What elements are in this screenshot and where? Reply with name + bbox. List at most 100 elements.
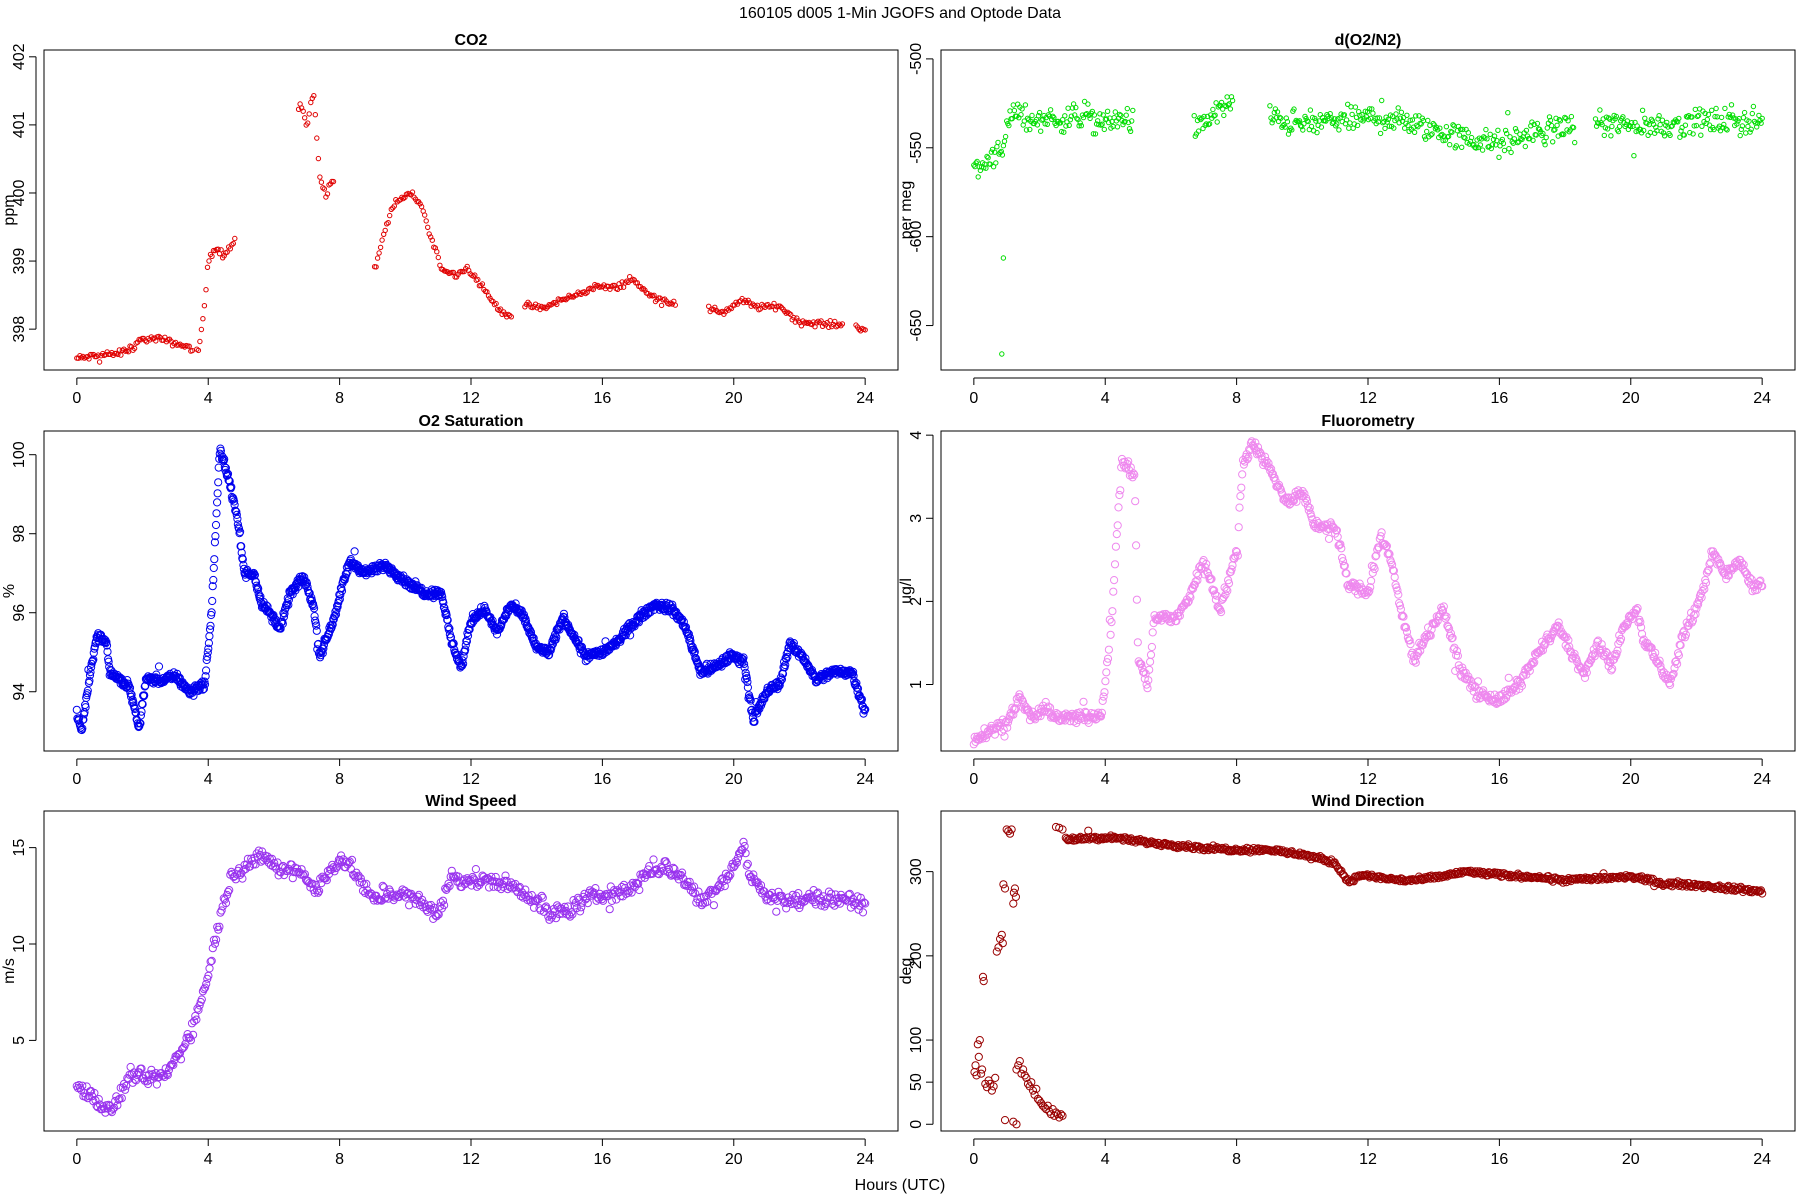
- data-point: [1693, 122, 1700, 129]
- data-point: [206, 621, 215, 630]
- data-point: [999, 152, 1006, 158]
- data-point: [1604, 126, 1611, 132]
- data-point: [269, 611, 278, 620]
- data-point: [1195, 128, 1202, 134]
- data-point: [318, 649, 327, 658]
- data-point: [1722, 105, 1728, 112]
- data-point: [315, 155, 322, 162]
- data-point: [1745, 123, 1751, 130]
- data-point: [839, 321, 846, 327]
- data-point: [1728, 102, 1735, 108]
- x-tick-label: 24: [856, 1151, 874, 1168]
- data-point: [1009, 899, 1018, 908]
- data-point: [1301, 121, 1307, 127]
- data-point: [206, 258, 212, 264]
- data-point: [1530, 137, 1536, 144]
- data-point: [204, 264, 211, 270]
- data-point: [1556, 116, 1563, 123]
- data-point: [102, 641, 112, 650]
- data-point: [979, 977, 988, 986]
- data-point: [1370, 110, 1376, 116]
- data-point: [263, 602, 272, 611]
- data-point: [1044, 121, 1051, 128]
- data-point: [1211, 113, 1217, 119]
- x-tick-label: 4: [1101, 1151, 1110, 1168]
- data-point: [1750, 103, 1757, 110]
- data-point: [131, 345, 138, 352]
- data-point: [1505, 110, 1511, 116]
- x-tick-label: 0: [72, 771, 81, 788]
- data-point: [1004, 118, 1010, 124]
- y-tick-label: 4: [908, 431, 925, 440]
- y-tick-label: -500: [908, 43, 925, 75]
- data-point: [1443, 124, 1450, 130]
- data-point: [998, 148, 1004, 155]
- data-point: [227, 492, 236, 502]
- data-series: [969, 437, 1767, 749]
- data-point: [1620, 114, 1626, 120]
- data-point: [321, 186, 328, 192]
- data-point: [1656, 113, 1662, 119]
- x-tick-label: 0: [969, 1151, 978, 1168]
- data-point: [997, 930, 1006, 939]
- data-point: [508, 314, 514, 320]
- data-point: [1544, 125, 1551, 131]
- figure-xlabel: Hours (UTC): [855, 1177, 946, 1194]
- data-point: [218, 247, 224, 253]
- data-point: [205, 632, 214, 641]
- data-point: [975, 174, 981, 180]
- data-series: [74, 93, 868, 365]
- data-point: [1343, 117, 1350, 123]
- data-point: [221, 253, 227, 259]
- data-point: [542, 304, 548, 310]
- data-point: [1637, 126, 1644, 133]
- y-tick-label: -550: [908, 132, 925, 164]
- y-axis-label: ppm: [1, 194, 18, 225]
- data-point: [426, 231, 432, 237]
- data-point: [990, 164, 997, 170]
- data-point: [1015, 1057, 1024, 1066]
- data-point: [798, 323, 805, 329]
- data-point: [640, 286, 647, 292]
- data-point: [1402, 125, 1408, 131]
- data-point: [1667, 132, 1673, 139]
- data-point: [994, 144, 1000, 150]
- data-point: [1704, 116, 1711, 123]
- data-point: [1496, 154, 1502, 161]
- data-point: [1006, 122, 1012, 129]
- data-point: [1413, 113, 1419, 119]
- y-tick-label: 100: [908, 1027, 925, 1054]
- data-point: [102, 637, 111, 647]
- data-point: [1695, 112, 1702, 119]
- data-point: [411, 577, 420, 586]
- data-point: [1678, 128, 1684, 134]
- data-point: [136, 711, 145, 720]
- data-point: [254, 584, 263, 593]
- data-point: [305, 589, 314, 598]
- data-point: [1010, 884, 1020, 893]
- data-point: [1743, 130, 1749, 136]
- data-point: [1504, 130, 1510, 137]
- data-point: [1542, 142, 1548, 148]
- data-point: [1720, 124, 1726, 131]
- data-point: [1592, 116, 1599, 122]
- x-tick-label: 20: [725, 1151, 743, 1168]
- data-point: [1212, 112, 1218, 118]
- data-point: [1649, 118, 1656, 124]
- data-point: [230, 240, 237, 247]
- data-point: [1533, 132, 1540, 138]
- data-point: [1462, 135, 1468, 141]
- data-point: [337, 586, 347, 596]
- data-point: [1033, 116, 1040, 123]
- data-point: [238, 555, 247, 564]
- data-point: [1599, 121, 1605, 128]
- data-point: [1221, 112, 1227, 119]
- data-point: [1405, 122, 1411, 129]
- data-point: [1354, 122, 1361, 129]
- data-point: [1550, 139, 1556, 145]
- data-point: [1146, 650, 1156, 659]
- data-point: [335, 595, 344, 604]
- data-point: [1721, 121, 1727, 128]
- data-point: [751, 302, 757, 309]
- data-point: [207, 608, 216, 617]
